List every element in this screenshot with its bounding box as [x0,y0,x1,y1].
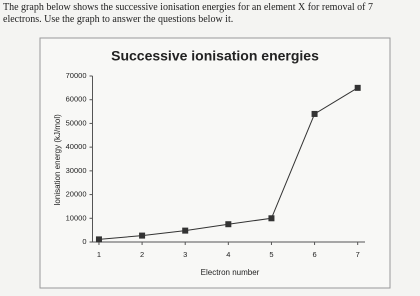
y-tick-label: 30000 [66,166,87,175]
intro-text: electrons. Use the graph to answer the q… [3,14,234,25]
x-tick-label: 5 [269,250,273,259]
chart-frame [39,37,391,289]
x-tick-label: 4 [226,250,230,259]
y-tick-label: 10000 [66,213,87,222]
x-tick-label: 7 [356,250,360,259]
y-tick-label: 20000 [66,190,87,199]
x-tick-label: 1 [97,250,101,259]
intro-text: The graph below shows the successive ion… [3,2,373,13]
data-point [268,215,275,222]
data-point [95,236,102,243]
data-point [354,84,361,91]
chart-title: Successive ionisation energies [111,48,319,64]
data-point [182,227,189,234]
data-point [225,221,232,228]
y-tick-label: 0 [82,237,86,246]
x-axis-label: Electron number [201,268,260,277]
data-point [311,110,318,117]
y-axis-label: Ionisation energy (kJ/mol) [53,114,62,206]
y-tick-label: 40000 [66,142,87,151]
y-tick-label: 60000 [66,95,87,104]
x-tick-label: 3 [183,250,187,259]
x-tick-label: 2 [140,250,144,259]
data-point [139,232,146,239]
x-tick-label: 6 [312,250,316,259]
y-tick-label: 70000 [66,71,87,80]
y-tick-label: 50000 [66,118,87,127]
